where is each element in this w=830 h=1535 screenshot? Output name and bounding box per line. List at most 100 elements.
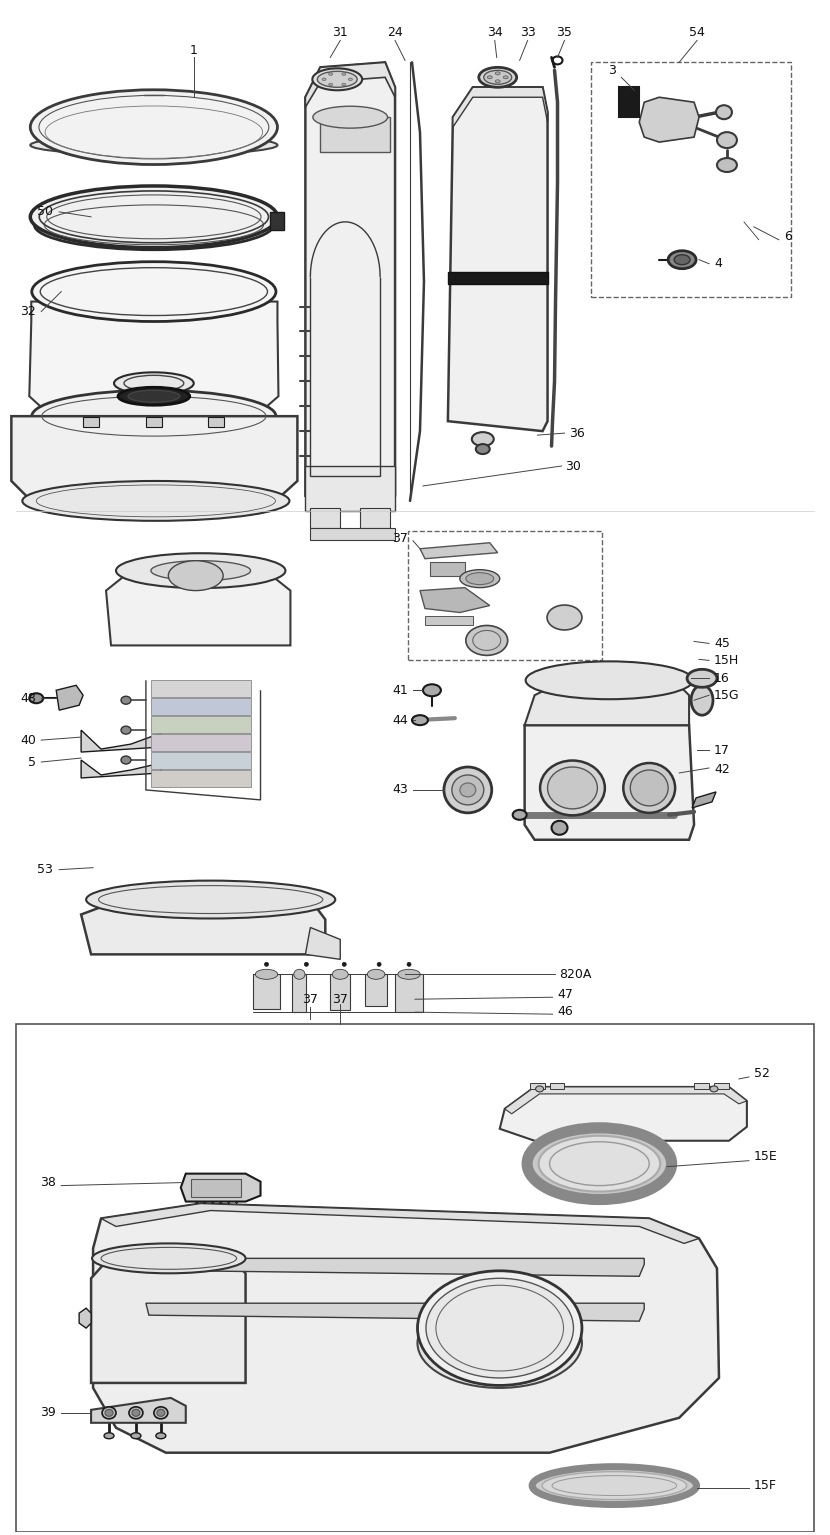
Bar <box>430 562 465 576</box>
Text: 24: 24 <box>387 26 403 38</box>
Text: 34: 34 <box>487 26 503 38</box>
Ellipse shape <box>32 390 276 442</box>
Bar <box>408 531 603 660</box>
Ellipse shape <box>503 75 508 78</box>
Text: 37: 37 <box>332 993 349 1005</box>
Bar <box>151 680 251 697</box>
Polygon shape <box>79 1308 91 1328</box>
Polygon shape <box>81 760 161 778</box>
Ellipse shape <box>398 969 420 979</box>
Ellipse shape <box>342 962 346 967</box>
Ellipse shape <box>102 1408 116 1418</box>
Text: 44: 44 <box>393 714 408 726</box>
Ellipse shape <box>157 1409 165 1417</box>
Ellipse shape <box>527 1128 671 1199</box>
Polygon shape <box>305 63 395 511</box>
Text: 17: 17 <box>714 743 730 757</box>
Ellipse shape <box>674 255 690 264</box>
Ellipse shape <box>30 135 277 155</box>
Ellipse shape <box>151 560 251 580</box>
Text: 38: 38 <box>41 1176 56 1190</box>
Text: 50: 50 <box>37 206 53 218</box>
Ellipse shape <box>131 1432 141 1438</box>
Bar <box>146 418 162 427</box>
Ellipse shape <box>466 625 508 655</box>
Bar <box>252 975 281 1008</box>
Bar <box>310 508 340 528</box>
Ellipse shape <box>496 72 500 75</box>
Text: 54: 54 <box>689 26 705 38</box>
Ellipse shape <box>691 685 713 715</box>
Ellipse shape <box>329 72 333 75</box>
Text: 5: 5 <box>28 755 37 769</box>
Ellipse shape <box>540 760 605 815</box>
Ellipse shape <box>542 1472 686 1500</box>
Text: 32: 32 <box>21 305 37 318</box>
Text: 16: 16 <box>714 672 730 685</box>
Ellipse shape <box>444 768 491 814</box>
Polygon shape <box>320 117 390 152</box>
Text: 1: 1 <box>190 45 198 57</box>
Polygon shape <box>146 1303 644 1322</box>
Bar <box>208 418 223 427</box>
Ellipse shape <box>116 553 286 588</box>
Polygon shape <box>692 792 716 807</box>
Bar <box>310 528 395 540</box>
Ellipse shape <box>313 106 388 127</box>
Text: 33: 33 <box>520 26 535 38</box>
Text: 52: 52 <box>754 1067 769 1081</box>
Polygon shape <box>91 1398 186 1423</box>
Polygon shape <box>181 1174 261 1202</box>
Polygon shape <box>81 900 325 955</box>
Text: 46: 46 <box>558 1005 574 1018</box>
Text: 36: 36 <box>569 427 585 439</box>
Bar <box>151 752 251 769</box>
Polygon shape <box>29 301 278 416</box>
Ellipse shape <box>342 72 346 75</box>
Ellipse shape <box>92 1243 246 1274</box>
Bar <box>714 1082 729 1088</box>
Bar <box>330 975 350 1010</box>
Bar <box>305 467 395 511</box>
Ellipse shape <box>460 569 500 588</box>
Ellipse shape <box>513 810 526 820</box>
Polygon shape <box>448 87 548 431</box>
Ellipse shape <box>496 80 500 83</box>
Polygon shape <box>81 731 161 752</box>
Text: 40: 40 <box>21 734 37 746</box>
Bar <box>17 1024 813 1532</box>
Text: 35: 35 <box>557 26 573 38</box>
Text: 15G: 15G <box>714 689 740 701</box>
Ellipse shape <box>412 715 428 725</box>
Bar <box>151 771 251 787</box>
Bar <box>425 616 473 625</box>
Ellipse shape <box>329 83 333 86</box>
Ellipse shape <box>460 783 476 797</box>
Ellipse shape <box>417 1299 582 1388</box>
Text: 37: 37 <box>392 533 408 545</box>
Polygon shape <box>12 416 297 500</box>
Text: 45: 45 <box>714 637 730 649</box>
Bar <box>151 717 251 734</box>
Ellipse shape <box>121 697 131 705</box>
Ellipse shape <box>377 962 381 967</box>
Polygon shape <box>420 588 490 612</box>
Ellipse shape <box>548 768 598 809</box>
Bar <box>395 975 423 1012</box>
Ellipse shape <box>34 200 273 250</box>
Polygon shape <box>505 1087 747 1114</box>
Ellipse shape <box>154 1408 168 1418</box>
Ellipse shape <box>118 387 190 405</box>
Polygon shape <box>525 725 694 840</box>
Text: 6: 6 <box>784 230 792 243</box>
Ellipse shape <box>532 1466 696 1504</box>
Bar <box>694 1082 709 1088</box>
Ellipse shape <box>317 71 357 87</box>
Ellipse shape <box>342 83 346 86</box>
Polygon shape <box>101 1203 699 1243</box>
Ellipse shape <box>687 669 717 688</box>
Text: 37: 37 <box>302 993 318 1005</box>
Polygon shape <box>305 927 340 959</box>
Ellipse shape <box>294 969 305 979</box>
Text: 15E: 15E <box>754 1150 778 1164</box>
